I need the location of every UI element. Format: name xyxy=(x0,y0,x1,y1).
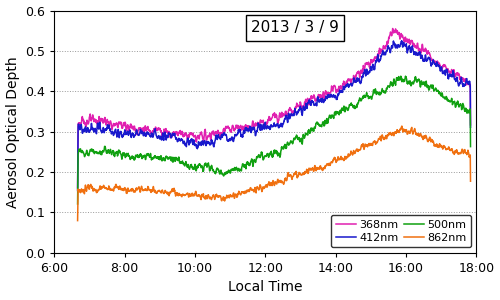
368nm xyxy=(74,186,80,190)
412nm xyxy=(105,125,111,128)
500nm xyxy=(74,202,80,206)
862nm xyxy=(399,124,405,128)
412nm xyxy=(468,125,473,129)
500nm xyxy=(256,154,262,158)
Y-axis label: Aerosol Optical Depth: Aerosol Optical Depth xyxy=(6,56,20,208)
Line: 862nm: 862nm xyxy=(78,126,470,220)
412nm xyxy=(298,107,304,110)
500nm xyxy=(250,161,256,164)
500nm xyxy=(105,150,111,154)
368nm xyxy=(242,128,248,132)
Legend: 368nm, 412nm, 500nm, 862nm: 368nm, 412nm, 500nm, 862nm xyxy=(331,215,471,247)
500nm xyxy=(468,145,473,148)
412nm xyxy=(250,126,256,130)
862nm xyxy=(242,190,248,194)
500nm xyxy=(121,152,127,155)
412nm xyxy=(121,131,127,135)
500nm xyxy=(242,164,248,167)
368nm xyxy=(390,27,396,30)
X-axis label: Local Time: Local Time xyxy=(228,280,302,294)
862nm xyxy=(74,219,80,222)
368nm xyxy=(256,122,262,126)
412nm xyxy=(74,189,80,192)
500nm xyxy=(398,74,404,78)
862nm xyxy=(256,186,262,189)
862nm xyxy=(250,188,256,191)
Text: 2013 / 3 / 9: 2013 / 3 / 9 xyxy=(251,20,339,35)
862nm xyxy=(121,189,127,192)
368nm xyxy=(468,123,473,127)
Line: 412nm: 412nm xyxy=(78,41,470,190)
500nm xyxy=(298,137,304,140)
368nm xyxy=(250,121,256,124)
368nm xyxy=(298,106,304,109)
412nm xyxy=(399,39,405,43)
412nm xyxy=(256,126,262,130)
412nm xyxy=(242,132,248,135)
368nm xyxy=(121,122,127,126)
368nm xyxy=(105,121,111,124)
862nm xyxy=(298,173,304,177)
862nm xyxy=(105,188,111,191)
Line: 500nm: 500nm xyxy=(78,76,470,204)
862nm xyxy=(468,179,473,183)
Line: 368nm: 368nm xyxy=(78,28,470,188)
